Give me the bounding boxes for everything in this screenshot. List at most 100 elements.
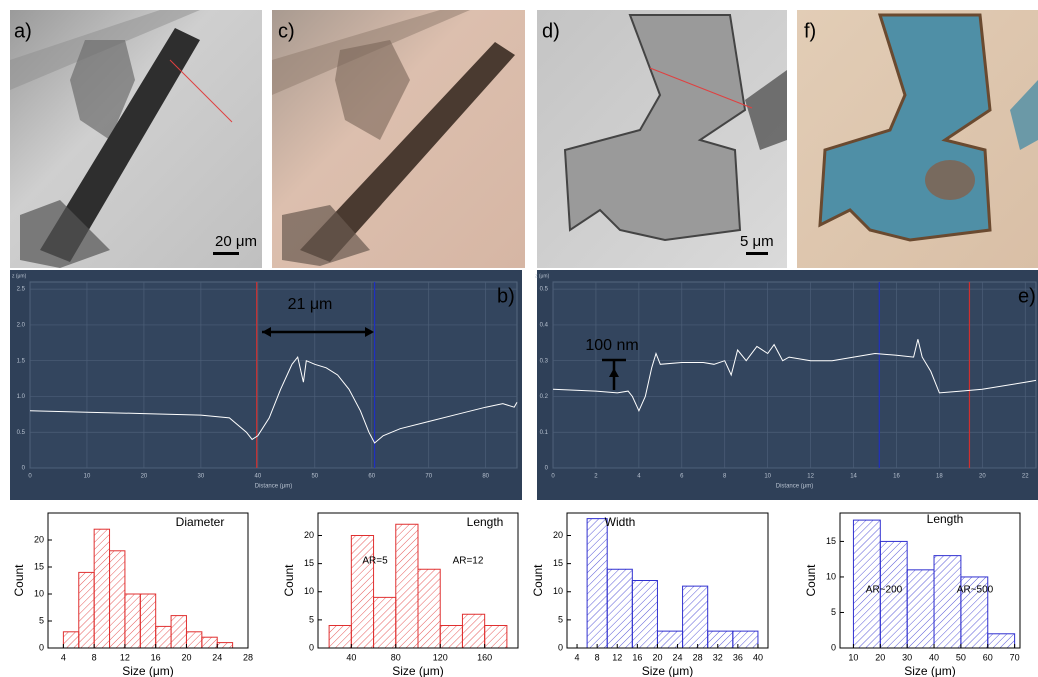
- bar: [733, 631, 758, 648]
- bar: [94, 529, 109, 648]
- y-tick-label: 0: [39, 642, 44, 652]
- y-tick-label: 20: [34, 534, 44, 544]
- x-tick-label: 160: [477, 652, 492, 662]
- x-tick-label: 120: [433, 652, 448, 662]
- x-tick-label: 70: [425, 474, 432, 480]
- y-tick-label: 5: [309, 614, 314, 624]
- y-axis-title: z (μm): [12, 273, 27, 279]
- x-tick-label: 40: [929, 652, 939, 662]
- bar: [485, 626, 507, 649]
- chart-title: Length: [467, 515, 504, 529]
- x-axis-title: Size (μm): [392, 664, 444, 677]
- y-tick-label: 10: [304, 586, 314, 596]
- y-tick-label: 0.1: [540, 430, 549, 436]
- plot-area: [30, 282, 517, 468]
- annotation: AR~500: [957, 585, 994, 596]
- chart-title: Width: [605, 515, 636, 529]
- y-tick-label: 2.5: [17, 287, 26, 293]
- y-tick-label: 15: [304, 558, 314, 568]
- x-tick-label: 22: [1022, 474, 1029, 480]
- x-axis-title: Distance (μm): [255, 484, 292, 490]
- chart-title: Length: [927, 512, 964, 526]
- x-tick-label: 12: [612, 652, 622, 662]
- bar: [988, 634, 1015, 648]
- x-tick-label: 12: [120, 652, 130, 662]
- y-tick-label: 1.0: [17, 394, 26, 400]
- x-axis-title: Size (μm): [642, 664, 694, 677]
- panel-label: c): [278, 20, 295, 42]
- x-tick-label: 50: [311, 474, 318, 480]
- y-tick-label: 15: [553, 558, 563, 568]
- y-tick-label: 20: [553, 530, 563, 540]
- bar: [587, 519, 607, 648]
- y-axis-title: Count: [12, 564, 26, 597]
- bar: [186, 632, 201, 648]
- bar: [907, 570, 934, 648]
- bar: [156, 626, 171, 648]
- bar: [329, 626, 351, 649]
- x-tick-label: 30: [902, 652, 912, 662]
- y-tick-label: 1.5: [17, 358, 26, 364]
- bar: [708, 631, 733, 648]
- x-tick-label: 8: [92, 652, 97, 662]
- bar: [418, 569, 440, 648]
- x-tick-label: 30: [198, 474, 205, 480]
- x-tick-label: 20: [875, 652, 885, 662]
- bar: [110, 551, 125, 648]
- y-tick-label: 0: [831, 642, 836, 652]
- annotation: AR=12: [453, 556, 484, 567]
- bar: [440, 626, 462, 649]
- annotation: AR=5: [362, 556, 388, 567]
- x-axis-title: Size (μm): [122, 664, 174, 677]
- x-tick-label: 4: [575, 652, 580, 662]
- x-tick-label: 12: [807, 474, 814, 480]
- scale-bar-label: 5 μm: [740, 233, 774, 250]
- plot-area: [553, 282, 1036, 468]
- y-axis-title: Count: [531, 564, 545, 597]
- y-tick-label: 5: [39, 615, 44, 625]
- x-tick-label: 80: [482, 474, 489, 480]
- bar: [462, 614, 484, 648]
- x-tick-label: 18: [936, 474, 943, 480]
- panel-label: e): [1018, 285, 1036, 307]
- x-tick-label: 70: [1010, 652, 1020, 662]
- image-c: [272, 10, 525, 268]
- x-tick-label: 16: [893, 474, 900, 480]
- x-tick-label: 24: [212, 652, 222, 662]
- x-tick-label: 16: [632, 652, 642, 662]
- y-axis-title: Count: [804, 564, 818, 597]
- scale-bar-label: 20 μm: [215, 233, 257, 250]
- x-tick-label: 20: [181, 652, 191, 662]
- y-tick-label: 15: [34, 561, 44, 571]
- annotation: AR~200: [866, 585, 903, 596]
- x-tick-label: 10: [84, 474, 91, 480]
- y-tick-label: 5: [558, 614, 563, 624]
- y-tick-label: 10: [553, 586, 563, 596]
- y-tick-label: 0: [558, 642, 563, 652]
- y-tick-label: 0.5: [17, 430, 26, 436]
- x-tick-label: 50: [956, 652, 966, 662]
- bar: [125, 594, 140, 648]
- x-tick-label: 16: [151, 652, 161, 662]
- x-tick-label: 80: [391, 652, 401, 662]
- bar: [934, 556, 961, 648]
- bar: [63, 632, 78, 648]
- x-tick-label: 40: [753, 652, 763, 662]
- x-tick-label: 10: [764, 474, 771, 480]
- y-tick-label: 0.4: [540, 323, 549, 329]
- x-tick-label: 36: [733, 652, 743, 662]
- bar: [657, 631, 682, 648]
- x-tick-label: 4: [61, 652, 66, 662]
- x-tick-label: 20: [141, 474, 148, 480]
- y-tick-label: 0.5: [540, 287, 549, 293]
- bar: [202, 637, 217, 648]
- y-tick-label: 10: [34, 588, 44, 598]
- y-axis-title: Count: [282, 564, 296, 597]
- image-a: [10, 10, 262, 268]
- panel-label: f): [804, 20, 816, 42]
- y-tick-label: 10: [826, 571, 836, 581]
- y-tick-label: 15: [826, 536, 836, 546]
- y-tick-label: 0.3: [540, 358, 549, 364]
- chart-title: Diameter: [176, 515, 225, 529]
- bar: [79, 572, 94, 648]
